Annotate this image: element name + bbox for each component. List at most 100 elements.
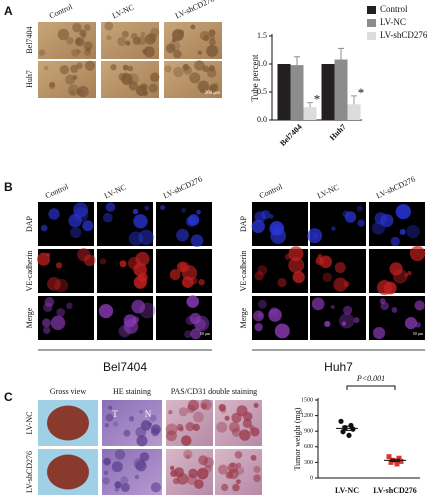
bar — [334, 59, 348, 120]
legend-label: LV-shCD276 — [380, 30, 428, 40]
image-detail — [134, 474, 140, 480]
image-detail — [197, 80, 210, 93]
image-detail — [138, 229, 154, 246]
column-header: LV-shCD276 — [174, 0, 216, 20]
y-tick-label: 1500 — [301, 397, 313, 403]
image-detail — [374, 212, 387, 225]
image-detail — [150, 27, 160, 37]
image-detail — [185, 315, 195, 326]
image-detail — [274, 323, 290, 339]
image-detail — [57, 28, 70, 41]
error-bar — [294, 56, 300, 66]
image-detail — [185, 216, 197, 227]
image-detail — [341, 321, 347, 326]
image-detail — [144, 205, 150, 211]
image-detail — [43, 302, 53, 312]
image-detail — [75, 37, 85, 47]
image-detail — [372, 221, 385, 235]
image-detail — [208, 65, 216, 72]
image-detail — [143, 46, 155, 58]
image-detail — [105, 413, 114, 422]
image-detail — [409, 245, 426, 262]
image-detail — [135, 251, 150, 266]
image-detail — [132, 208, 139, 215]
image-detail — [40, 224, 48, 232]
image-detail — [404, 272, 409, 278]
image-detail — [288, 257, 305, 274]
bar — [347, 104, 361, 120]
image-detail — [253, 465, 261, 474]
image-detail — [103, 470, 109, 476]
x-tick-label: LV-NC — [335, 486, 359, 495]
image-detail — [47, 454, 89, 490]
image-detail — [38, 49, 46, 56]
image-detail — [201, 402, 208, 410]
image-detail — [253, 474, 261, 483]
image-detail — [229, 421, 240, 433]
image-detail — [48, 208, 60, 220]
image-detail — [356, 205, 363, 212]
column-header: Control — [258, 182, 285, 201]
image-detail — [168, 410, 173, 415]
image-detail — [82, 220, 94, 232]
image-detail — [150, 427, 160, 437]
image-detail — [239, 429, 251, 441]
image-detail — [184, 330, 192, 339]
image-detail — [141, 31, 146, 37]
column-header: LV-NC — [103, 183, 128, 201]
legend-swatch — [367, 32, 376, 40]
image-detail — [194, 60, 205, 71]
image-detail — [344, 211, 357, 223]
image-detail — [231, 427, 242, 437]
image-detail — [254, 271, 264, 281]
image-detail — [98, 303, 114, 319]
image-detail — [149, 414, 157, 422]
image-detail — [185, 454, 191, 459]
image-detail — [133, 263, 147, 277]
image-detail — [65, 74, 76, 85]
image-detail — [331, 226, 336, 231]
image-detail — [81, 33, 87, 39]
image-detail — [147, 32, 157, 43]
image-detail — [76, 88, 81, 94]
image-detail — [319, 255, 333, 269]
image-detail — [128, 416, 135, 422]
image-detail — [181, 265, 198, 281]
image-detail — [66, 302, 73, 310]
image-detail — [99, 258, 107, 265]
image-detail — [59, 65, 69, 75]
data-point — [394, 461, 400, 467]
image-detail — [43, 65, 49, 71]
image-detail — [189, 72, 201, 84]
image-detail — [55, 262, 63, 269]
image-detail — [236, 462, 242, 468]
x-tick-label: Huh7 — [328, 122, 348, 142]
column-header: LV-NC — [111, 3, 136, 21]
image-detail — [73, 202, 89, 218]
image-detail — [49, 81, 56, 88]
y-axis-label: Tube percent — [250, 54, 260, 101]
image-detail — [171, 29, 184, 41]
image-detail — [133, 214, 148, 229]
image-detail — [251, 219, 265, 234]
significance: * — [358, 85, 365, 100]
image-detail — [128, 231, 144, 246]
image-detail — [186, 404, 196, 414]
image-detail — [69, 89, 76, 96]
image-detail — [114, 449, 126, 460]
image-detail — [322, 272, 333, 283]
image-detail — [71, 48, 80, 57]
image-detail — [72, 22, 82, 33]
panel-label: A — [4, 4, 13, 18]
image-detail — [190, 328, 202, 340]
image-detail — [268, 308, 282, 322]
image-detail — [37, 252, 51, 266]
image-detail — [208, 38, 216, 46]
image-detail — [128, 81, 139, 91]
image-detail — [343, 305, 353, 315]
image-detail — [165, 430, 177, 442]
image-detail — [202, 65, 209, 73]
image-detail — [176, 423, 184, 431]
legend-label: LV-NC — [380, 17, 406, 27]
image-detail — [187, 399, 200, 411]
